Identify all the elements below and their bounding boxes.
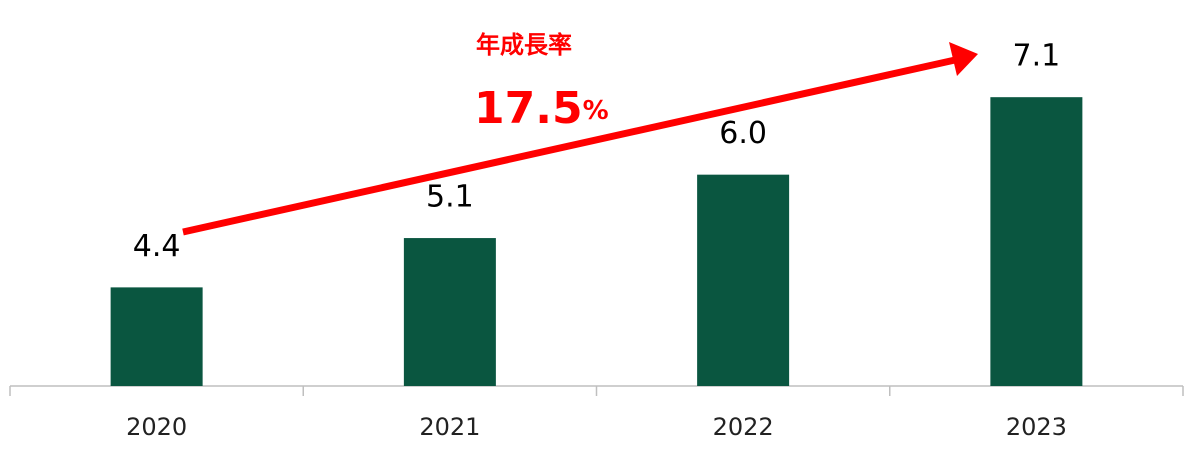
bar bbox=[990, 97, 1083, 386]
value-label: 5.1 bbox=[426, 180, 474, 215]
annotation-value: 17.5% bbox=[474, 83, 609, 134]
bar bbox=[697, 174, 790, 386]
annotation-number: 17.5 bbox=[474, 83, 583, 134]
annotation-unit: % bbox=[583, 96, 609, 126]
bar bbox=[403, 238, 496, 386]
growth-arrow bbox=[182, 56, 956, 236]
x-tick-label: 2023 bbox=[1006, 413, 1067, 441]
x-tick-label: 2020 bbox=[126, 413, 187, 441]
bar bbox=[110, 287, 203, 386]
value-label: 7.1 bbox=[1013, 39, 1061, 74]
growth-arrowhead bbox=[949, 42, 978, 76]
value-label: 4.4 bbox=[133, 229, 181, 264]
annotation-title: 年成長率 bbox=[476, 31, 572, 59]
x-tick-label: 2022 bbox=[713, 413, 774, 441]
value-label: 6.0 bbox=[719, 116, 767, 151]
x-tick-label: 2021 bbox=[419, 413, 480, 441]
